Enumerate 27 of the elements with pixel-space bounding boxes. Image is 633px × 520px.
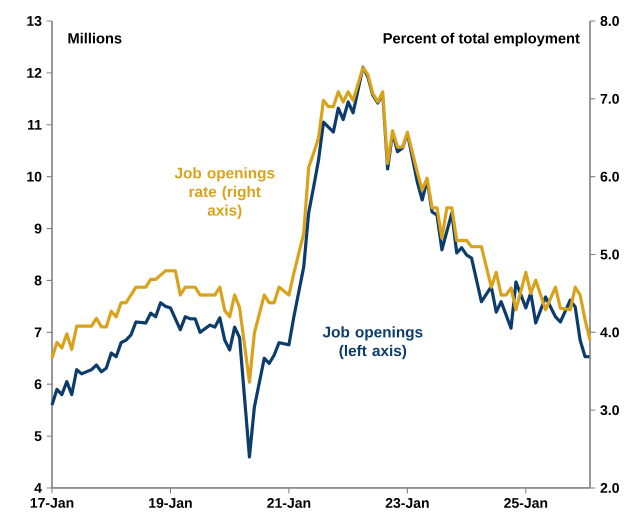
- series-label: Job openings rate (right axis): [174, 167, 274, 219]
- series-label: Job openings (left axis): [322, 326, 422, 360]
- y2-axis-title: Percent of total employment: [384, 32, 580, 46]
- y2-tick-label: 7.0: [600, 94, 619, 104]
- y-tick-label: 7: [34, 328, 42, 338]
- y-tick-label: 13: [27, 16, 42, 26]
- y2-tick-label: 2.0: [600, 483, 619, 493]
- y-tick-label: 5: [34, 431, 42, 441]
- y2-tick-label: 8.0: [600, 16, 619, 26]
- y-tick-label: 10: [27, 172, 42, 182]
- x-tick-label: 17-Jan: [30, 498, 74, 508]
- line-series: [50, 66, 592, 384]
- x-tick-label: 19-Jan: [149, 498, 192, 508]
- x-tick-label: 25-Jan: [504, 498, 548, 508]
- y-tick-label: 9: [34, 224, 42, 234]
- y2-tick-label: 5.0: [600, 250, 619, 260]
- y2-tick-label: 4.0: [600, 327, 619, 338]
- y-tick-label: 12: [27, 68, 42, 78]
- x-tick-label: 23-Jan: [386, 498, 429, 508]
- y-tick-label: 6: [34, 379, 42, 390]
- y-axis-title: Millions: [68, 32, 122, 44]
- y2-tick-label: 3.0: [600, 405, 619, 416]
- y2-tick-label: 6.0: [600, 172, 619, 182]
- y-tick-label: 11: [28, 120, 42, 130]
- x-tick-label: 21-Jan: [267, 498, 310, 508]
- y-tick-label: 4: [34, 483, 42, 493]
- y-tick-label: 8: [34, 275, 42, 286]
